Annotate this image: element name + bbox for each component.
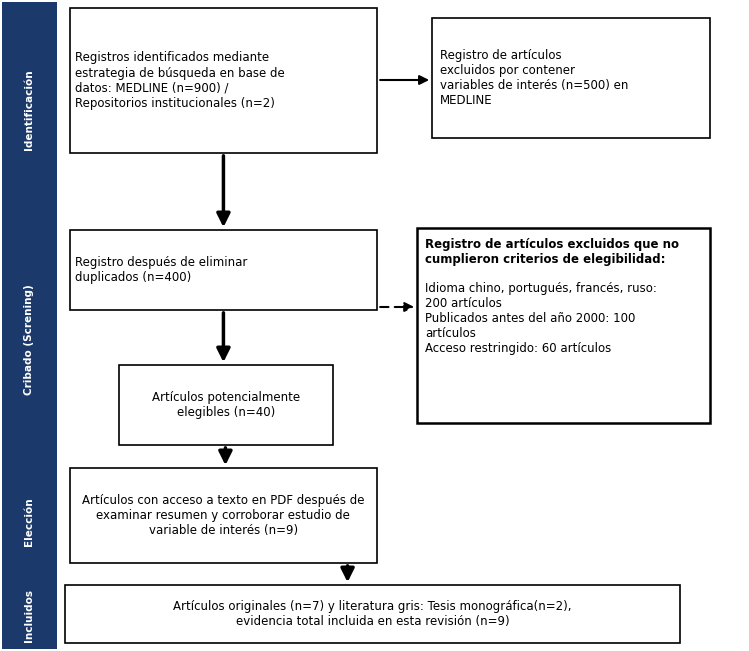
Text: Elección: Elección bbox=[24, 497, 34, 546]
Bar bbox=[64, 585, 680, 643]
Text: Identificación: Identificación bbox=[24, 69, 34, 150]
Bar bbox=[70, 230, 377, 310]
Bar bbox=[2, 217, 57, 462]
Bar bbox=[2, 582, 57, 649]
Bar bbox=[119, 365, 333, 445]
Text: Artículos originales (n=7) y literatura gris: Tesis monográfica(n=2),
evidencia : Artículos originales (n=7) y literatura … bbox=[173, 600, 571, 628]
Text: Incluidos: Incluidos bbox=[24, 589, 34, 642]
Bar bbox=[2, 2, 57, 217]
Text: Registro de artículos excluidos que no
cumplieron criterios de elegibilidad:: Registro de artículos excluidos que no c… bbox=[425, 238, 679, 266]
Bar bbox=[70, 468, 377, 563]
Text: Artículos potencialmente
elegibles (n=40): Artículos potencialmente elegibles (n=40… bbox=[152, 391, 300, 419]
Bar bbox=[432, 18, 710, 138]
Bar bbox=[70, 8, 377, 153]
Text: Registro de artículos
excluidos por contener
variables de interés (n=500) en
MED: Registro de artículos excluidos por cont… bbox=[440, 49, 628, 107]
Text: Idioma chino, portugués, francés, ruso:
200 artículos
Publicados antes del año 2: Idioma chino, portugués, francés, ruso: … bbox=[425, 282, 657, 355]
Bar bbox=[417, 228, 710, 423]
Text: Registro después de eliminar
duplicados (n=400): Registro después de eliminar duplicados … bbox=[76, 256, 248, 284]
Bar bbox=[2, 462, 57, 582]
Text: Artículos con acceso a texto en PDF después de
examinar resumen y corroborar est: Artículos con acceso a texto en PDF desp… bbox=[82, 494, 365, 537]
Text: Registros identificados mediante
estrategia de búsqueda en base de
datos: MEDLIN: Registros identificados mediante estrate… bbox=[76, 51, 285, 109]
Text: Cribado (Screning): Cribado (Screning) bbox=[24, 284, 34, 395]
